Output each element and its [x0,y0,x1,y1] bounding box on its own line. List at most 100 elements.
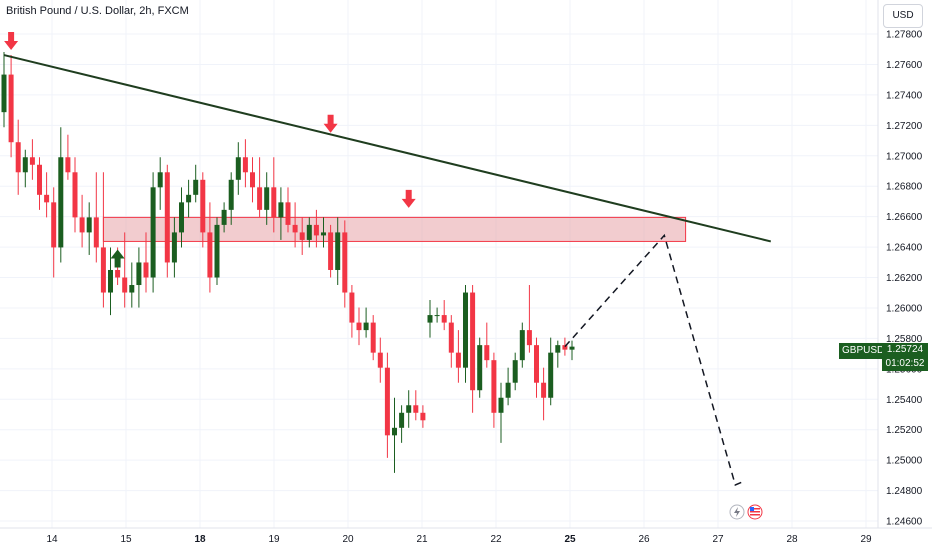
candle-body [264,187,270,210]
price-tick-label: 1.27000 [886,151,923,162]
candle-body [200,179,206,233]
candle-body [448,322,454,353]
candle-body [463,292,468,368]
currency-button[interactable]: USD [883,4,923,28]
candle-body [526,330,532,346]
candle-body [505,382,511,398]
candle-body [548,352,554,398]
candle-body [555,345,561,353]
candle-body [413,405,419,413]
trendline-line[interactable] [3,54,772,243]
candle-body [349,292,355,323]
candle-body [157,172,163,188]
chart-title: British Pound / U.S. Dollar, 2h, FXCM [6,5,189,17]
candle-body [370,322,376,353]
time-tick-label: 28 [786,534,798,545]
price-tick-label: 1.27800 [886,30,923,41]
flag-stripe-icon [750,511,760,513]
candle-body [129,285,135,293]
candle-body [392,427,397,436]
price-tick-label: 1.24800 [886,486,923,497]
candle-body [321,232,326,236]
time-tick-label: 14 [46,534,58,545]
candle-body [484,345,490,361]
price-tick-label: 1.26600 [886,212,923,223]
candle-body [93,217,99,248]
last-price: 1.25724 [886,344,924,355]
candle-body [100,247,106,293]
candle-body [193,179,199,195]
candle-body [207,232,213,278]
price-tick-label: 1.26400 [886,243,923,254]
candle-body [491,360,497,413]
time-tick-label: 15 [120,534,132,545]
candle-body [271,187,277,218]
resistance-zone [102,216,687,242]
candle-body [420,412,426,421]
time-tick-label: 21 [416,534,428,545]
candle-body [108,269,113,293]
price-tick-label: 1.24600 [886,517,923,528]
symbol-badge: GBPUSD [839,343,888,359]
candle-body [150,187,156,278]
candle-body [65,157,71,173]
candle-body [569,346,575,350]
candle-body [79,217,85,233]
candle-body [477,345,483,391]
candle-body [22,157,28,173]
flag-stripe-icon [750,508,760,510]
candle-body [541,382,547,398]
bar-countdown: 01:02:52 [885,358,925,369]
candle-body [29,157,35,165]
candle-body [122,277,128,293]
candle-body [498,397,504,413]
price-tick-label: 1.27400 [886,90,923,101]
time-tick-label: 26 [638,534,650,545]
arrow-down-icon [4,32,19,51]
candle-body [136,262,142,286]
last-price-badge: 1.25724 01:02:52 [882,343,928,371]
candle-body [86,217,92,233]
price-axis[interactable]: 1.27800 1.27600 1.27400 1.27200 1.27000 1.268… [886,30,923,528]
candle-body [441,315,447,323]
candle-body [51,202,57,248]
candles [1,52,575,473]
candle-body [72,172,78,218]
projection-polyline[interactable] [564,233,743,486]
time-tick-label: 29 [860,534,872,545]
candle-body [306,224,312,240]
price-tick-label: 1.27600 [886,60,923,71]
candle-body [455,352,461,368]
candle-body [285,202,291,225]
candle-body [342,232,348,293]
candle-body [257,187,263,210]
candle-body [363,322,369,331]
price-tick-label: 1.25000 [886,456,923,467]
candle-body [427,315,433,323]
candle-body [562,345,568,350]
trendline [3,54,772,243]
candle-body [250,172,255,188]
candle-body [328,232,334,270]
resistance-zone-rect[interactable] [102,216,687,242]
signal-arrows [4,32,416,268]
arrow-down-icon [323,114,338,133]
candle-body [377,352,383,368]
candle-body [406,405,412,413]
flag-canton-icon [750,507,754,511]
time-axis[interactable]: 14 15 18 19 20 21 22 25 26 27 28 29 [46,534,872,545]
candle-body [519,330,525,361]
candle-body [15,142,21,173]
candle-body [470,292,476,391]
candle-body [299,232,305,240]
event-icons[interactable] [729,504,763,520]
candle-body [242,157,248,173]
time-tick-label: 19 [268,534,280,545]
price-tick-label: 1.25800 [886,334,923,345]
flag-stripe-icon [750,514,760,516]
candle-body [171,232,177,263]
price-tick-label: 1.27200 [886,121,923,132]
candle-body [384,367,390,436]
candle-body [58,157,64,248]
